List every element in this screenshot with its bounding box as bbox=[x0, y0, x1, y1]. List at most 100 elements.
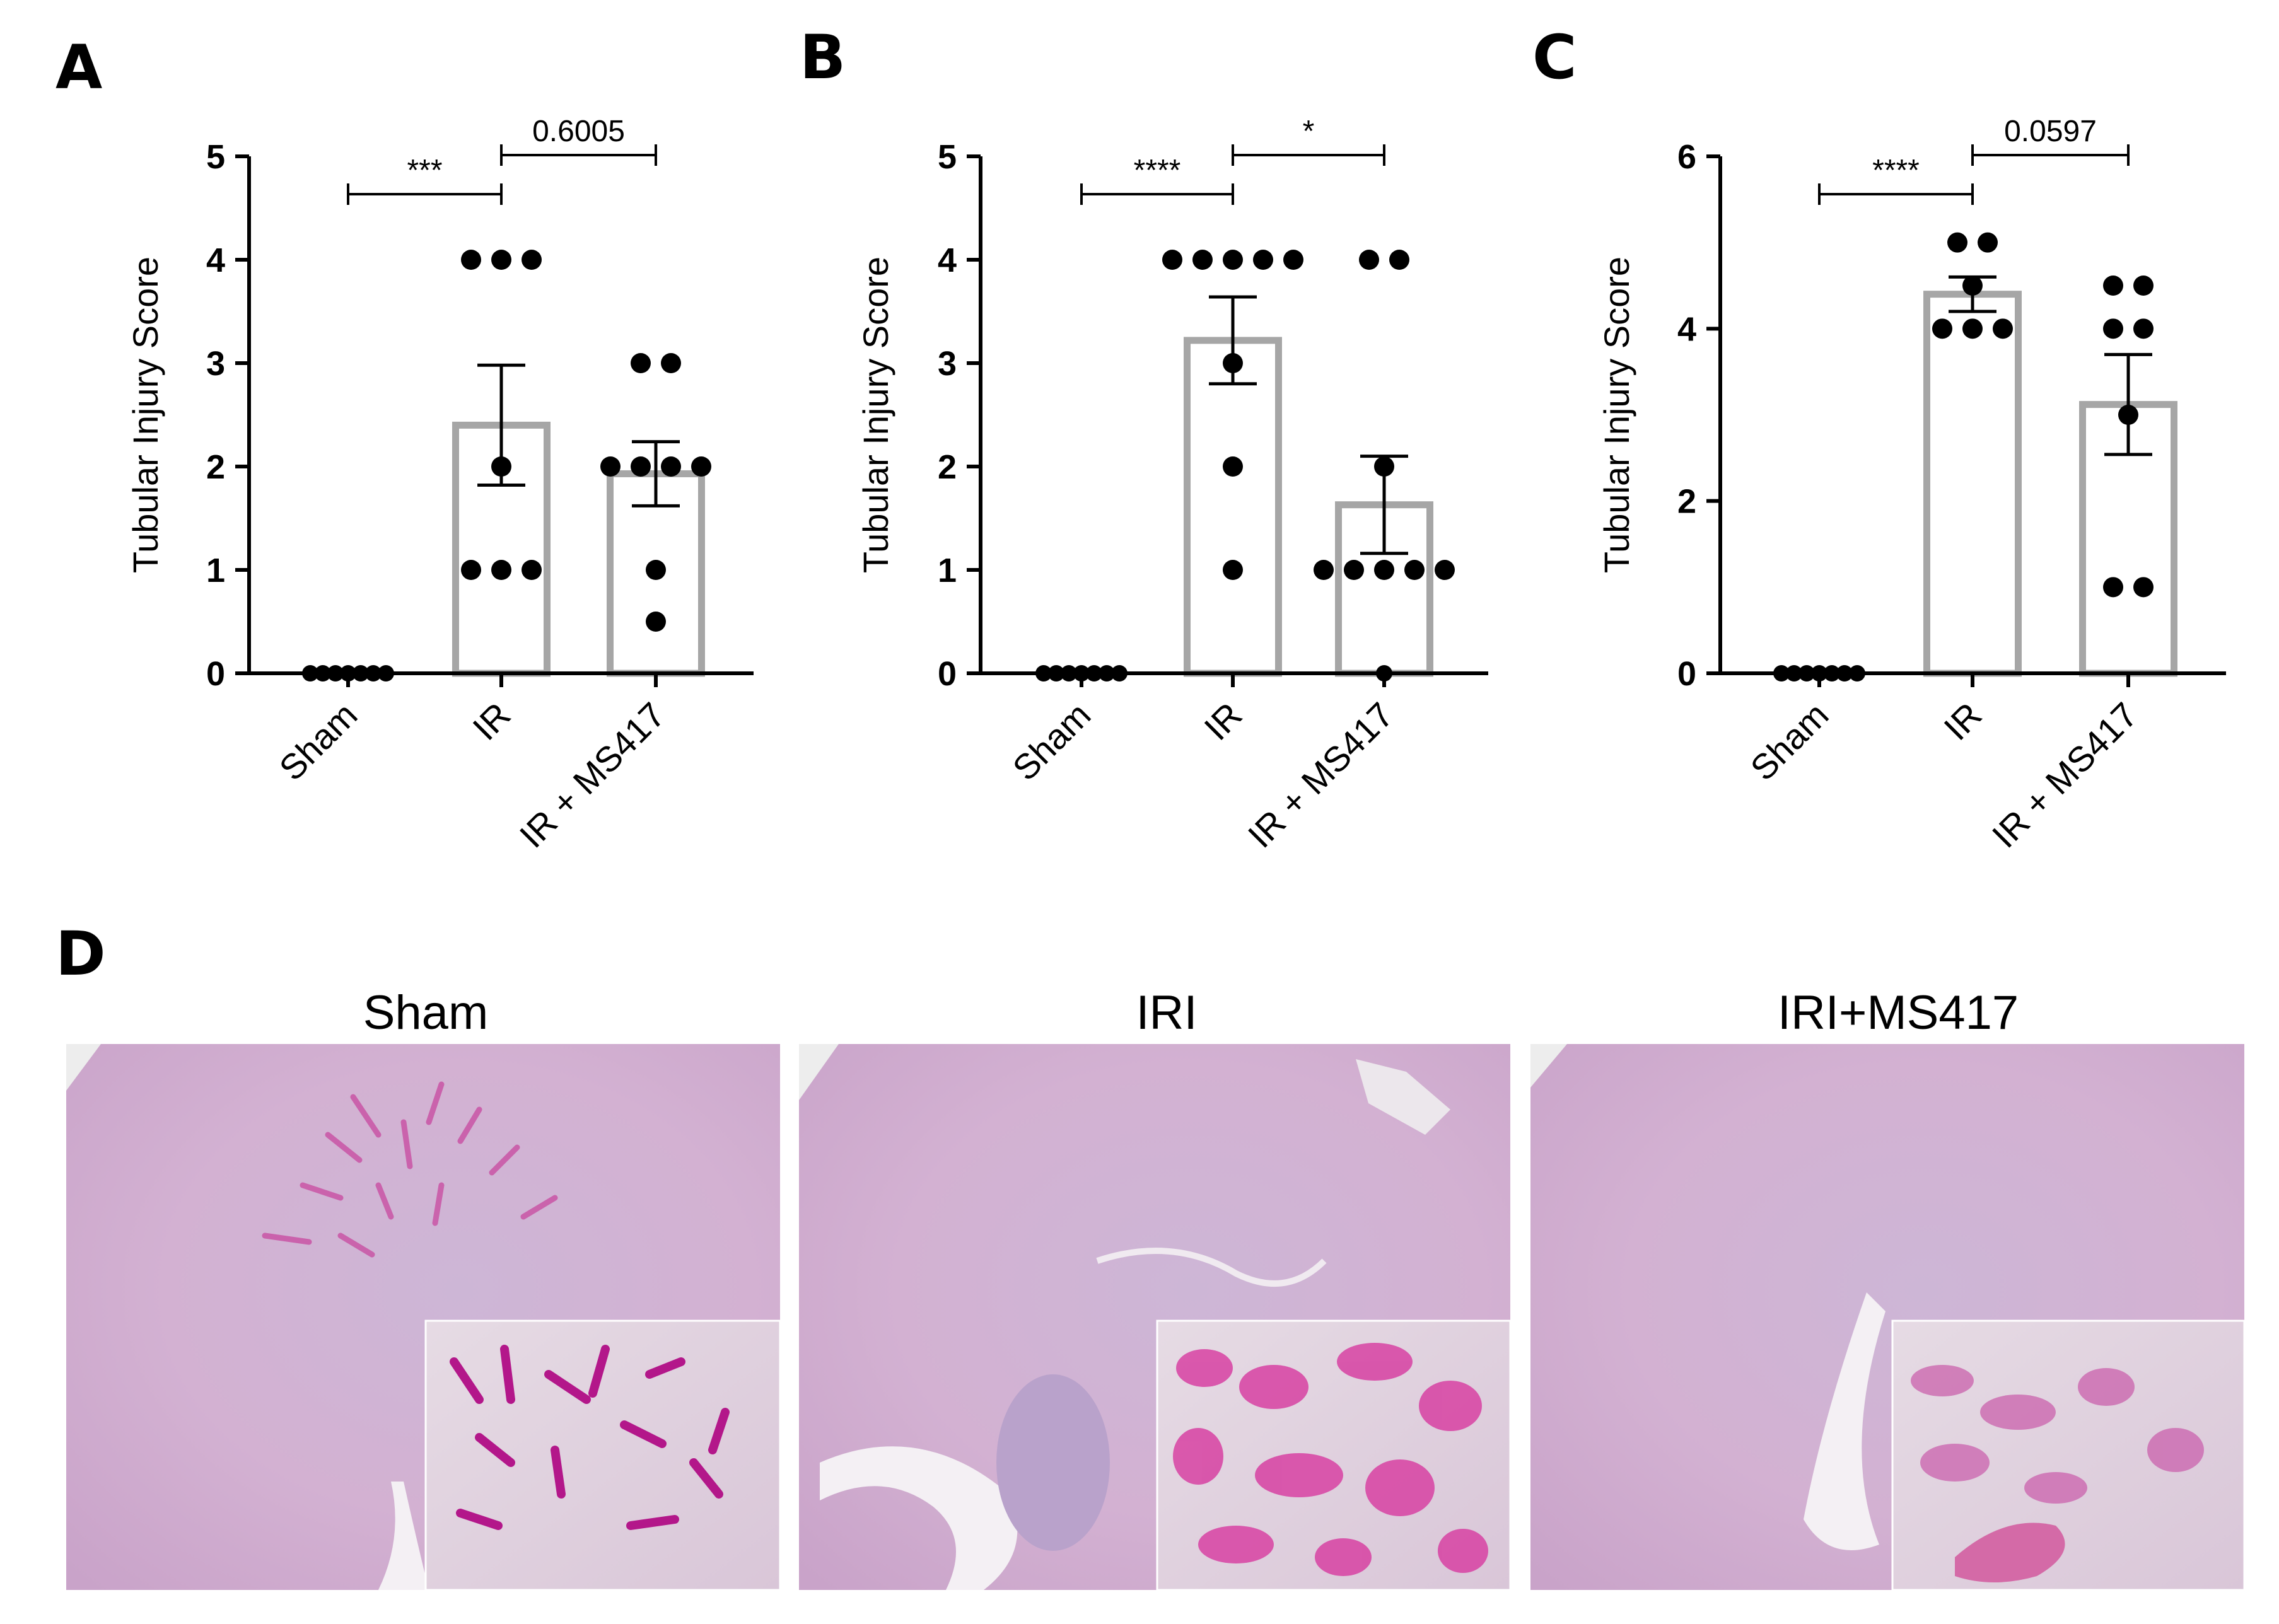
significance-label: *** bbox=[407, 154, 442, 187]
data-point bbox=[461, 250, 481, 270]
significance-label: * bbox=[1303, 115, 1315, 148]
data-point bbox=[1048, 665, 1064, 682]
data-point bbox=[491, 250, 511, 270]
data-point bbox=[1824, 665, 1840, 682]
data-point bbox=[2133, 318, 2154, 339]
data-point bbox=[378, 665, 394, 682]
data-point bbox=[2103, 318, 2123, 339]
data-point bbox=[1962, 276, 1983, 296]
y-tick-label: 5 bbox=[206, 138, 225, 176]
data-point bbox=[691, 456, 711, 477]
category-label: Sham bbox=[271, 695, 364, 788]
data-point bbox=[491, 456, 511, 477]
data-point bbox=[1849, 665, 1865, 682]
category-label: IR bbox=[1936, 695, 1989, 748]
y-tick-label: 1 bbox=[938, 552, 957, 589]
significance-label: 0.0597 bbox=[2004, 115, 2097, 148]
histology-image-iri-ms417 bbox=[1530, 1044, 2246, 1591]
data-point bbox=[1374, 456, 1394, 477]
category-label: IR bbox=[1196, 695, 1249, 748]
data-point bbox=[1786, 665, 1802, 682]
data-point bbox=[2118, 405, 2138, 425]
data-point bbox=[1374, 560, 1394, 580]
y-axis-title: Tubular Injury Score bbox=[856, 257, 895, 573]
panel-label-d: D bbox=[55, 919, 106, 989]
data-point bbox=[1283, 250, 1303, 270]
data-point bbox=[315, 665, 331, 682]
y-tick-label: 5 bbox=[938, 138, 957, 176]
data-point bbox=[1314, 560, 1334, 580]
data-point bbox=[1099, 665, 1115, 682]
data-point bbox=[600, 456, 621, 477]
data-point bbox=[1773, 665, 1790, 682]
data-point bbox=[661, 456, 681, 477]
data-point bbox=[631, 456, 651, 477]
data-point bbox=[1359, 250, 1379, 270]
data-point bbox=[1404, 560, 1425, 580]
data-point bbox=[2103, 276, 2123, 296]
data-point bbox=[1344, 560, 1364, 580]
y-tick-label: 3 bbox=[206, 345, 225, 383]
data-point bbox=[1836, 665, 1853, 682]
data-point bbox=[2133, 577, 2154, 598]
data-point bbox=[1389, 250, 1409, 270]
histology-image-sham bbox=[66, 1044, 781, 1591]
data-point bbox=[1061, 665, 1077, 682]
histology-title-iri: IRI bbox=[1136, 986, 1197, 1040]
y-tick-label: 1 bbox=[206, 552, 225, 589]
y-tick-label: 6 bbox=[1677, 138, 1696, 176]
data-point bbox=[1223, 353, 1243, 373]
panel-label-c: C bbox=[1532, 22, 1577, 93]
data-point bbox=[1978, 232, 1998, 253]
data-point bbox=[646, 560, 666, 580]
histology-image-iri bbox=[799, 1044, 1512, 1591]
data-point bbox=[1073, 665, 1090, 682]
data-point bbox=[1435, 560, 1455, 580]
significance-label: **** bbox=[1134, 154, 1181, 187]
data-point bbox=[522, 560, 542, 580]
category-label: Sham bbox=[1005, 695, 1098, 788]
data-point bbox=[1253, 250, 1273, 270]
data-point bbox=[1993, 318, 2013, 339]
category-label: IR + MS417 bbox=[1985, 695, 2145, 856]
category-label: IR + MS417 bbox=[1240, 695, 1401, 856]
panel-label-b: B bbox=[800, 22, 846, 93]
data-point bbox=[1932, 318, 1952, 339]
data-point bbox=[522, 250, 542, 270]
data-point bbox=[2133, 276, 2154, 296]
y-axis-title: Tubular Injury Score bbox=[1597, 257, 1636, 573]
data-point bbox=[353, 665, 369, 682]
y-tick-label: 2 bbox=[938, 448, 957, 486]
data-point bbox=[327, 665, 344, 682]
data-point bbox=[1962, 318, 1983, 339]
data-point bbox=[1035, 665, 1052, 682]
bar-1 bbox=[1184, 337, 1282, 677]
data-point bbox=[491, 560, 511, 580]
data-point bbox=[1223, 456, 1243, 477]
y-tick-label: 3 bbox=[938, 345, 957, 383]
data-point bbox=[1798, 665, 1815, 682]
category-label: Sham bbox=[1742, 695, 1836, 788]
data-point bbox=[302, 665, 318, 682]
panel-d: D Sham IRI IRI+MS417 bbox=[55, 919, 2246, 1591]
data-point bbox=[646, 612, 666, 632]
y-axis-title: Tubular Injury Score bbox=[125, 257, 165, 573]
data-point bbox=[661, 353, 681, 373]
y-tick-label: 0 bbox=[1677, 655, 1696, 693]
y-tick-label: 4 bbox=[1677, 310, 1696, 348]
y-tick-label: 0 bbox=[206, 655, 225, 693]
data-point bbox=[1947, 232, 1967, 253]
bar-1 bbox=[1923, 291, 2022, 677]
panel-label-a: A bbox=[55, 32, 102, 103]
histology-title-iri-ms417: IRI+MS417 bbox=[1778, 986, 2019, 1040]
data-point bbox=[340, 665, 356, 682]
histology-title-sham: Sham bbox=[363, 986, 489, 1040]
data-point bbox=[1223, 560, 1243, 580]
y-tick-label: 2 bbox=[206, 448, 225, 486]
significance-label: **** bbox=[1872, 154, 1920, 187]
